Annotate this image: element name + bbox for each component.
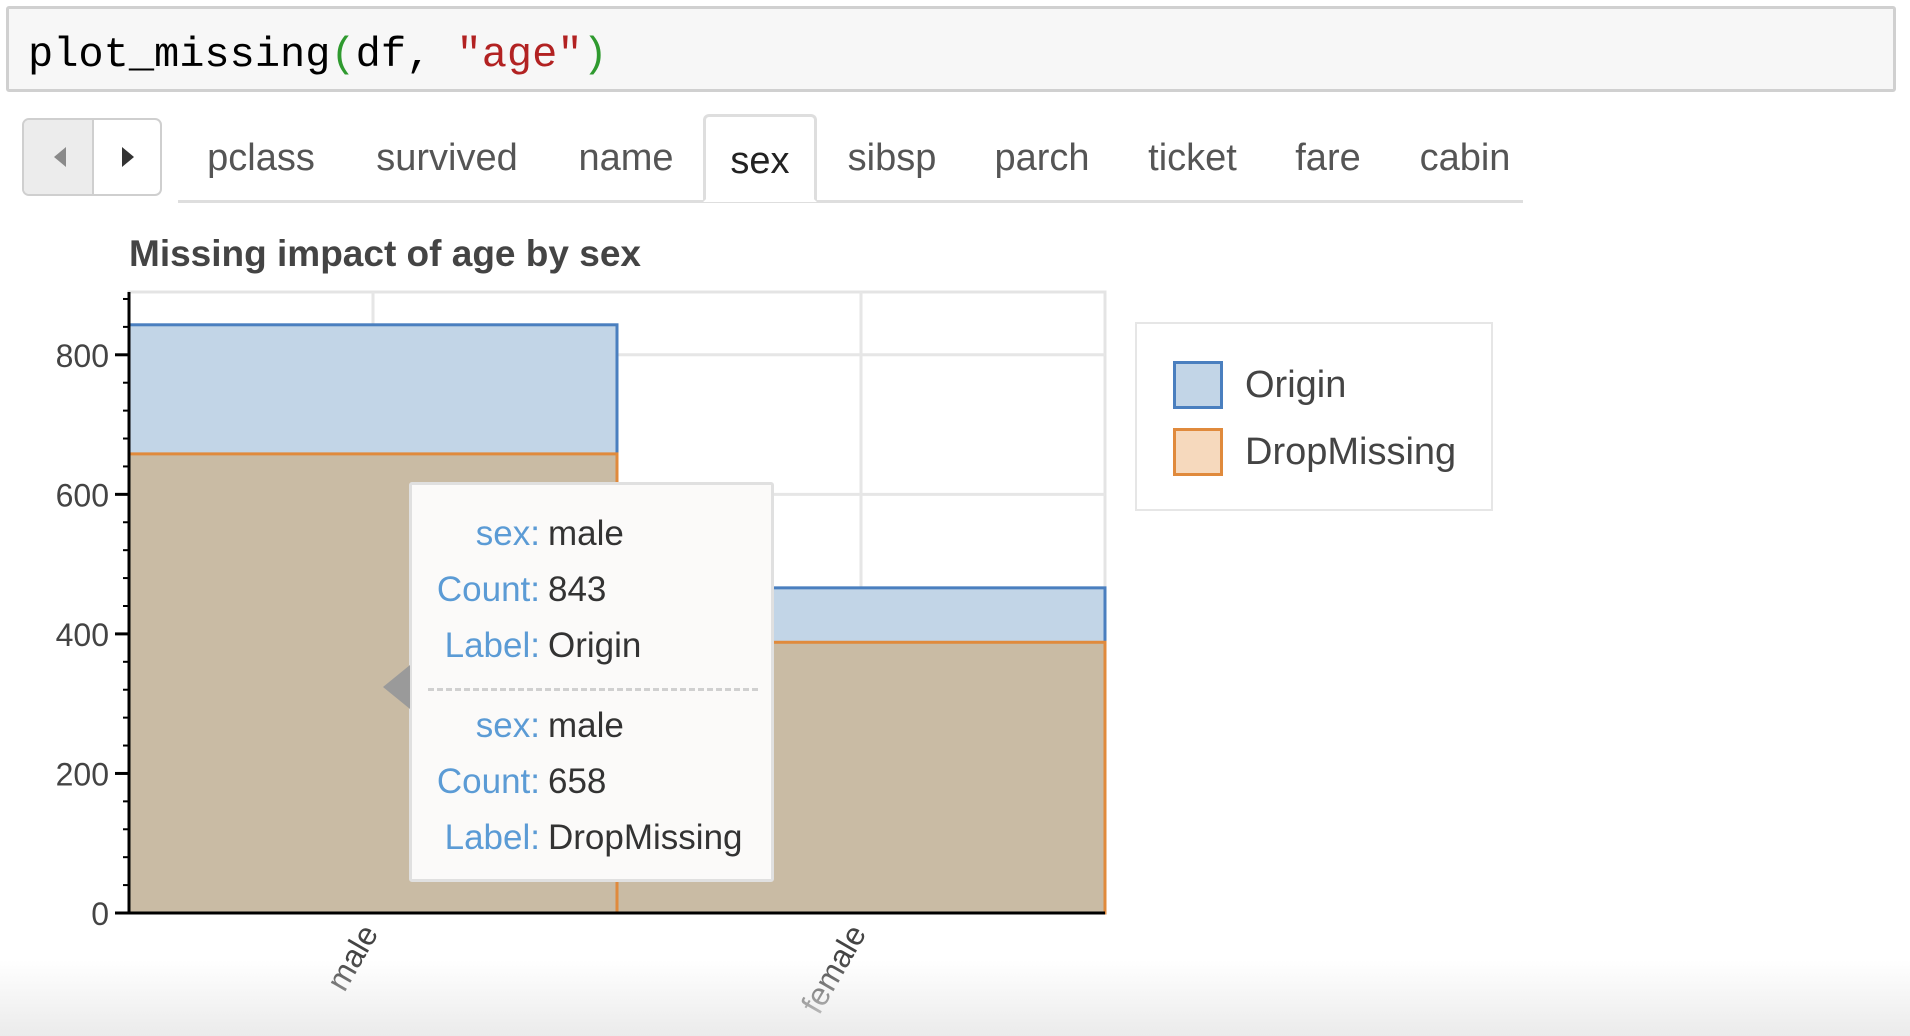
tooltip-value: 658 [548,762,607,801]
tooltip-key: Label: [444,626,540,665]
code-close-paren: ) [582,31,608,79]
tooltip-key: Label: [444,818,540,857]
code-function: plot_missing [28,31,331,79]
tooltip-separator [428,688,758,691]
tooltip-pointer [383,665,410,709]
tooltip-value: male [548,706,624,745]
tooltip-value: Origin [548,626,642,665]
legend-label-dropmissing: DropMissing [1245,431,1457,473]
tooltip-row-count-2: Count: 658 [412,757,772,807]
tab-name[interactable]: name [578,137,674,179]
caret-left-icon [54,147,66,167]
y-tick-label: 400 [56,617,109,653]
code-cell[interactable]: plot_missing(df, "age") [6,6,1896,92]
tooltip-value: 843 [548,570,607,609]
tooltip-row-label-1: Label: Origin [412,621,772,671]
code-open-paren: ( [330,31,356,79]
tooltip-row-count-1: Count: 843 [412,565,772,615]
tab-scroll-controls [22,118,162,196]
tooltip-row-label-2: Label: DropMissing [412,813,772,863]
y-tick-label: 600 [56,477,109,513]
tab-pclass[interactable]: pclass [207,137,315,179]
tab-cabin[interactable]: cabin [1419,137,1511,179]
chart-legend: Origin DropMissing [1135,322,1493,511]
tab-scroll-prev-button[interactable] [24,120,94,194]
legend-label-origin: Origin [1245,364,1347,406]
code-arg-df: df, [355,31,457,79]
x-tick-label: female [794,919,873,1020]
caret-right-icon [122,147,134,167]
tab-scroll-next-button[interactable] [94,120,160,194]
tab-sex[interactable]: sex [703,114,817,202]
tooltip-key: sex: [475,706,540,745]
legend-swatch-dropmissing [1173,428,1223,476]
code-line: plot_missing(df, "age") [28,31,608,79]
tab-bar-divider [178,200,1523,203]
tooltip-key: Count: [436,762,540,801]
legend-swatch-origin [1173,361,1223,409]
hover-tooltip: sex: male Count: 843 Label: Origin sex: … [383,482,774,882]
chart-title: Missing impact of age by sex [129,233,641,274]
tab-fare[interactable]: fare [1295,137,1361,179]
y-tick-label: 0 [91,896,109,932]
tooltip-row-sex-1: sex: male [412,509,772,559]
tooltip-value: male [548,514,624,553]
tooltip-key: sex: [475,514,540,553]
tab-ticket[interactable]: ticket [1148,137,1237,179]
y-tick-label: 200 [56,756,109,792]
tooltip-row-sex-2: sex: male [412,701,772,751]
code-arg-string: "age" [456,31,583,79]
tooltip-value: DropMissing [548,818,743,857]
tab-sibsp[interactable]: sibsp [847,137,937,179]
tab-survived[interactable]: survived [376,137,518,179]
x-tick-label: male [319,919,385,997]
tab-parch[interactable]: parch [994,137,1090,179]
y-tick-label: 800 [56,338,109,374]
tooltip-key: Count: [436,570,540,609]
